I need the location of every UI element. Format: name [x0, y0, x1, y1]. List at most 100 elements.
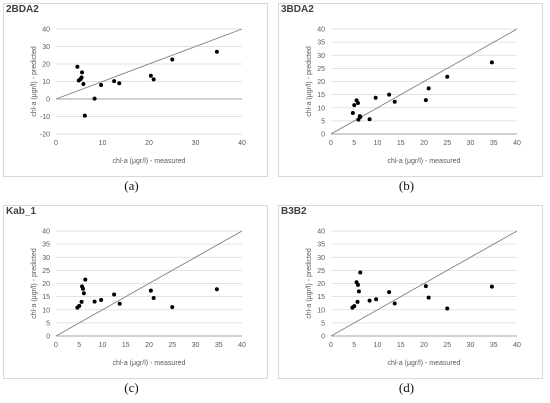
data-point — [148, 288, 153, 293]
y-tick-label: -10 — [40, 114, 50, 121]
x-tick-label: 10 — [99, 140, 107, 147]
x-tick-label: 35 — [215, 342, 223, 349]
data-point — [151, 295, 156, 300]
x-axis-label: chl-a (μgr/l) - measured — [113, 158, 186, 165]
y-tick-label: 25 — [317, 268, 325, 275]
data-point — [357, 114, 362, 119]
x-tick-label: 40 — [238, 140, 246, 147]
data-point — [112, 79, 117, 84]
chart-title: B3B2 — [281, 206, 307, 217]
data-point — [392, 99, 397, 104]
data-point — [426, 86, 431, 91]
data-point — [214, 287, 219, 292]
chart-panel-c: Kab_1 0 5 10 15 20 25 30 35 40 0 5 10 15 20 25 30 35 40 ch… — [0, 202, 275, 403]
y-tick-label: 40 — [42, 27, 50, 34]
chart-title: 2BDA2 — [6, 4, 39, 15]
x-axis-label: chl-a (μgr/l) - measured — [388, 360, 461, 367]
y-tick-label: 0 — [321, 334, 325, 341]
chart-frame — [3, 205, 268, 379]
data-point — [170, 57, 175, 62]
panel-caption: (a) — [124, 178, 139, 193]
data-point — [445, 306, 450, 311]
y-tick-label: 5 — [321, 320, 325, 327]
data-point — [445, 74, 450, 79]
data-point — [352, 304, 357, 309]
data-point — [79, 75, 84, 80]
x-tick-label: 15 — [122, 342, 130, 349]
y-tick-label: 0 — [46, 334, 50, 341]
x-tick-label: 30 — [192, 342, 200, 349]
data-point — [355, 282, 360, 287]
data-point — [80, 286, 85, 291]
x-tick-label: 20 — [145, 140, 153, 147]
chart-panel-a: 2BDA2 -20 -10 0 10 20 30 40 0 10 20 30 40 chl-a (μgr… — [0, 0, 275, 201]
reference-line-1to1 — [330, 230, 518, 337]
scatter-plot-d: 0 5 10 15 20 25 30 35 40 0 5 10 15 20 25 30 35 40 chl-a (μ… — [306, 229, 521, 368]
x-tick-label: 30 — [192, 140, 200, 147]
chart-frame — [3, 3, 268, 177]
y-tick-label: 15 — [42, 294, 50, 301]
data-point — [367, 298, 372, 303]
y-tick-label: 10 — [42, 79, 50, 86]
y-tick-label: 0 — [46, 97, 50, 104]
y-tick-label: 35 — [317, 242, 325, 249]
data-point — [387, 92, 392, 97]
chart-panel-d: B3B2 0 5 10 15 20 25 30 35 40 0 5 10 15 20 25 30 35 40 chl… — [275, 202, 550, 403]
x-tick-label: 35 — [490, 342, 498, 349]
y-tick-label: 20 — [42, 281, 50, 288]
chart-title: Kab_1 — [6, 206, 37, 217]
x-tick-label: 30 — [467, 342, 475, 349]
y-tick-label: 0 — [321, 132, 325, 139]
data-point — [82, 113, 87, 118]
x-tick-label: 20 — [145, 342, 153, 349]
data-point — [355, 299, 360, 304]
x-tick-label: 10 — [374, 140, 382, 147]
x-axis-label: chl-a (μgr/l) - measured — [113, 360, 186, 367]
scatter-plot-a: -20 -10 0 10 20 30 40 0 10 20 30 40 chl-a (μgr/l) - … — [31, 27, 246, 166]
y-tick-label: 10 — [317, 307, 325, 314]
data-point — [392, 301, 397, 306]
x-tick-label: 10 — [99, 342, 107, 349]
data-point — [355, 101, 360, 106]
y-tick-label: 40 — [42, 229, 50, 236]
x-tick-label: 30 — [467, 140, 475, 147]
panel-caption: (d) — [398, 380, 415, 395]
reference-line-1to1 — [55, 230, 243, 337]
panel-caption: (c) — [124, 380, 139, 395]
data-point — [489, 60, 494, 65]
data-point — [148, 73, 153, 78]
y-tick-label: 10 — [42, 307, 50, 314]
chart-panel-b: 3BDA2 0 5 10 15 20 25 30 35 40 0 5 10 15 20 25 30 35 40 ch… — [275, 0, 550, 201]
data-point — [112, 292, 117, 297]
x-tick-label: 0 — [54, 140, 58, 147]
x-tick-label: 5 — [352, 140, 356, 147]
data-point — [356, 289, 361, 294]
data-point — [214, 49, 219, 54]
y-axis-label: chl-a (μgr/l) - predicted — [306, 46, 313, 117]
y-tick-label: 40 — [317, 27, 325, 34]
data-point — [80, 70, 85, 75]
chart-frame — [278, 3, 543, 177]
y-tick-label: 20 — [42, 62, 50, 69]
x-tick-label: 0 — [54, 342, 58, 349]
y-tick-label: 15 — [317, 92, 325, 99]
data-point — [373, 95, 378, 100]
data-point — [117, 81, 122, 86]
y-tick-label: 10 — [317, 105, 325, 112]
y-tick-label: 30 — [317, 53, 325, 60]
y-tick-label: 30 — [42, 44, 50, 51]
y-tick-label: 35 — [42, 242, 50, 249]
data-point — [374, 297, 379, 302]
data-point — [350, 111, 355, 115]
data-point — [81, 291, 86, 296]
data-point — [77, 303, 82, 308]
y-tick-label: 5 — [321, 118, 325, 125]
y-tick-label: 35 — [317, 40, 325, 47]
x-tick-label: 25 — [443, 140, 451, 147]
x-tick-label: 20 — [420, 140, 428, 147]
y-tick-label: 20 — [317, 79, 325, 86]
data-point — [83, 277, 88, 282]
x-tick-label: 40 — [513, 140, 521, 147]
x-tick-label: 20 — [420, 342, 428, 349]
x-tick-label: 0 — [329, 342, 333, 349]
